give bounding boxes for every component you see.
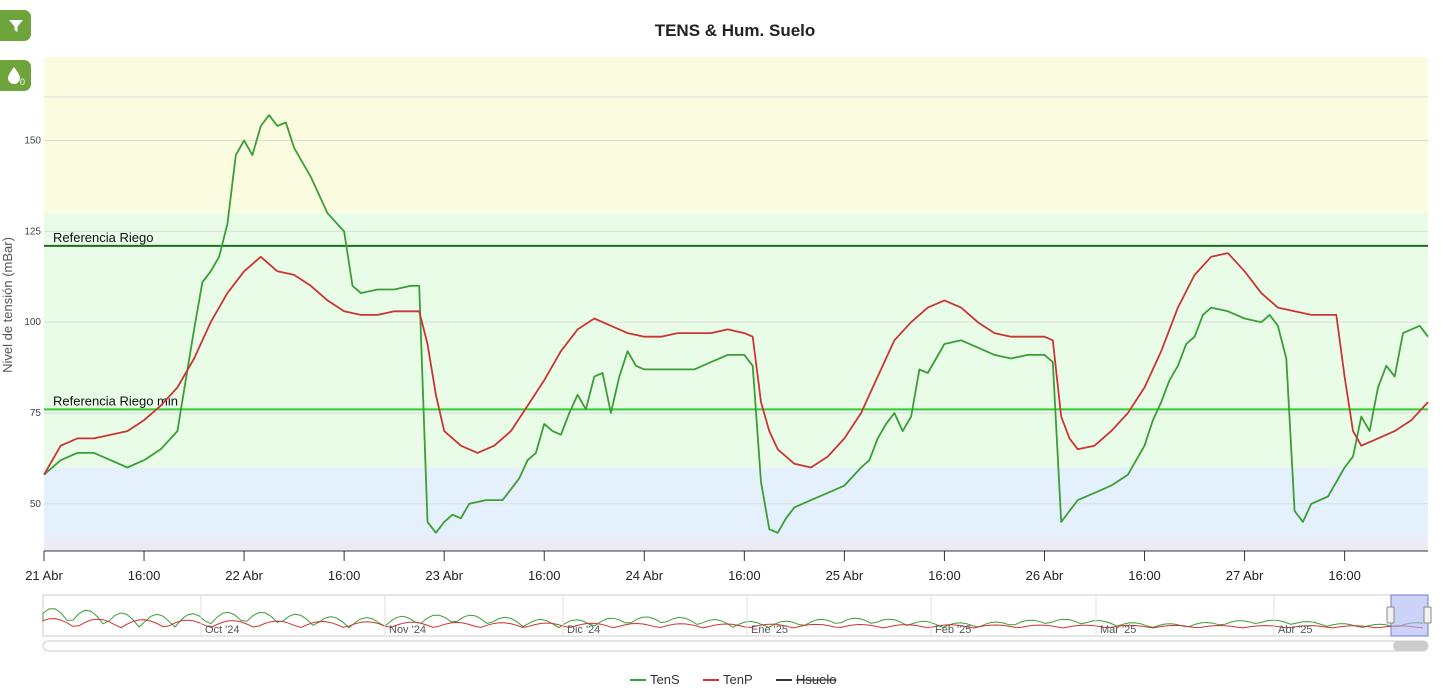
x-tick-label: 16:00 xyxy=(728,568,761,583)
plot-band xyxy=(44,467,1428,537)
series-line-tens xyxy=(43,114,1429,534)
plot-band xyxy=(44,536,1428,551)
x-tick-label: 16:00 xyxy=(528,568,561,583)
navigator[interactable]: Oct '24 Nov '24 Dic '24 Ene '25 Feb '25 Mar '… xyxy=(42,594,1432,652)
x-tick-label: 26 Abr xyxy=(1026,568,1064,583)
navigator-selection[interactable] xyxy=(1390,594,1429,637)
filter-button[interactable] xyxy=(0,10,31,41)
y-tick-label: 125 xyxy=(24,226,41,237)
legend-item-tenp[interactable]: TenP xyxy=(723,672,753,687)
y-tick-label: 100 xyxy=(24,317,41,328)
scrollbar-track[interactable] xyxy=(42,640,1429,652)
reference-line-label: Referencia Riego min xyxy=(53,393,178,408)
y-axis-label: Nivel de tensión (mBar) xyxy=(0,237,15,373)
series-line-tenp xyxy=(43,252,1429,476)
navigator-label: Abr '25 xyxy=(1278,624,1313,636)
navigator-label: Ene '25 xyxy=(751,624,788,636)
plot-bands xyxy=(44,57,1428,551)
x-tick-label: 16:00 xyxy=(1128,568,1161,583)
navigator-handle-left[interactable] xyxy=(1386,606,1395,624)
drop-badge: 0 xyxy=(20,77,25,87)
navigator-series-tens xyxy=(42,608,1424,629)
axes: 21 Abr 16:00 22 Abr 16:00 23 Abr 16:00 24 Abr 1… xyxy=(25,550,1428,583)
y-tick-label: 50 xyxy=(30,499,42,510)
x-tick-label: 24 Abr xyxy=(625,568,663,583)
navigator-label: Nov '24 xyxy=(389,624,426,636)
y-tick-label: 75 xyxy=(30,408,42,419)
navigator-label: Mar '25 xyxy=(1100,624,1136,636)
reference-lines: Referencia Riego Referencia Riego min xyxy=(44,230,1428,411)
legend-item-tens[interactable]: TenS xyxy=(650,672,680,687)
filter-icon xyxy=(8,18,24,34)
x-tick-label: 21 Abr xyxy=(25,568,63,583)
plot-band xyxy=(44,213,1428,468)
legend[interactable]: TenS TenP Hsuelo xyxy=(630,672,836,687)
series-lines xyxy=(43,114,1429,534)
x-tick-label: 16:00 xyxy=(1328,568,1361,583)
x-tick-label: 25 Abr xyxy=(826,568,864,583)
scrollbar-thumb[interactable] xyxy=(1393,641,1428,651)
navigator-label: Feb '25 xyxy=(935,624,971,636)
navigator-label: Dic '24 xyxy=(567,624,600,636)
water-drop-icon: 0 xyxy=(5,65,27,87)
x-tick-label: 16:00 xyxy=(928,568,961,583)
navigator-series-tenp xyxy=(42,618,1424,629)
legend-item-hsuelo[interactable]: Hsuelo xyxy=(796,672,836,687)
x-tick-label: 16:00 xyxy=(328,568,361,583)
navigator-frame xyxy=(42,594,1429,637)
x-tick-label: 23 Abr xyxy=(425,568,463,583)
chart-title: TENS & Hum. Suelo xyxy=(655,21,816,40)
grid-lines: 50 75 100 125 150 xyxy=(24,96,1428,510)
x-tick-label: 16:00 xyxy=(128,568,161,583)
reference-line-label: Referencia Riego xyxy=(53,230,153,245)
y-tick-label: 150 xyxy=(24,136,41,147)
irrigation-button[interactable]: 0 xyxy=(0,60,31,91)
navigator-handle-right[interactable] xyxy=(1423,606,1432,624)
x-tick-label: 22 Abr xyxy=(225,568,263,583)
x-tick-label: 27 Abr xyxy=(1226,568,1264,583)
navigator-label: Oct '24 xyxy=(205,624,240,636)
plot-band xyxy=(44,57,1428,214)
